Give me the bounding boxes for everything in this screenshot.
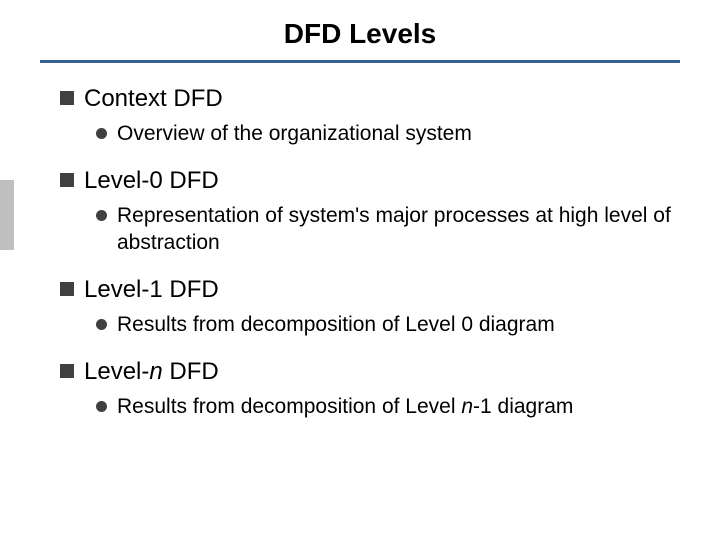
sub-list-item: Results from decomposition of Level 0 di… — [96, 312, 680, 338]
sub-list-item: Overview of the organizational system — [96, 121, 680, 147]
title-region: DFD Levels — [0, 0, 720, 56]
left-accent-bar — [0, 180, 14, 250]
square-bullet-icon — [60, 364, 74, 378]
slide-title: DFD Levels — [284, 18, 437, 50]
l2-text: Overview of the organizational system — [117, 121, 472, 147]
l1-label: Level-1 DFD — [84, 276, 219, 304]
l1-label-pre: Level- — [84, 358, 149, 385]
l1-label: Level-0 DFD — [84, 167, 219, 195]
l2-text: Results from decomposition of Level 0 di… — [117, 312, 555, 338]
list-item: Level-n DFD Results from decomposition o… — [60, 358, 680, 434]
l1-label: Level-n DFD — [84, 358, 219, 386]
l2-text-pre: Results from decomposition of Level — [117, 395, 461, 418]
slide: DFD Levels Context DFD Overview of the o… — [0, 0, 720, 540]
circle-bullet-icon — [96, 319, 107, 330]
list-item: Level-0 DFD Representation of system's m… — [60, 167, 680, 270]
square-bullet-icon — [60, 173, 74, 187]
circle-bullet-icon — [96, 210, 107, 221]
l1-label: Context DFD — [84, 85, 223, 113]
l2-text: Results from decomposition of Level n-1 … — [117, 394, 573, 420]
l1-label-post: DFD — [163, 358, 219, 385]
l2-text-post: -1 diagram — [473, 395, 573, 418]
circle-bullet-icon — [96, 128, 107, 139]
list-item: Level-1 DFD Results from decomposition o… — [60, 276, 680, 352]
list-item: Context DFD Overview of the organization… — [60, 85, 680, 161]
content-area: Context DFD Overview of the organization… — [0, 63, 720, 434]
sub-list-item: Results from decomposition of Level n-1 … — [96, 394, 680, 420]
square-bullet-icon — [60, 91, 74, 105]
circle-bullet-icon — [96, 401, 107, 412]
l2-text-italic: n — [461, 395, 473, 418]
sub-list-item: Representation of system's major process… — [96, 203, 680, 256]
square-bullet-icon — [60, 282, 74, 296]
l1-label-italic: n — [149, 358, 162, 385]
l2-text: Representation of system's major process… — [117, 203, 680, 256]
